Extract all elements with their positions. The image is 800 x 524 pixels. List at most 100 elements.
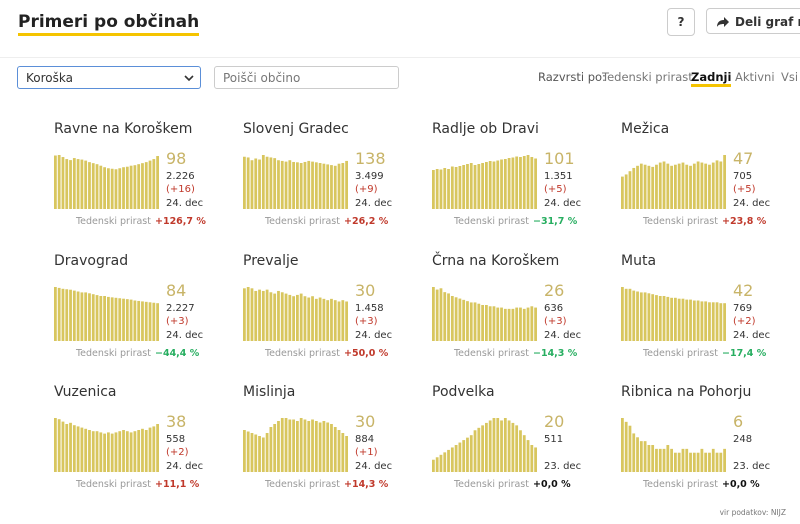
bar (261, 155, 265, 209)
search-placeholder: Poišči občino (223, 71, 301, 85)
bar (677, 298, 681, 341)
bar (723, 155, 726, 209)
bar (485, 162, 488, 209)
bar (443, 168, 447, 209)
bar (318, 297, 322, 341)
bar (681, 298, 685, 341)
date: 24. dec (166, 329, 204, 341)
bar (137, 430, 141, 472)
bar (636, 291, 639, 341)
bar (628, 171, 632, 209)
sort-option[interactable]: Vsi (781, 70, 799, 84)
bar (507, 158, 511, 209)
region-select[interactable]: Koroška (17, 66, 201, 89)
weekly-change: +50,0 % (344, 347, 389, 359)
bar (662, 295, 666, 341)
sort-option[interactable]: Aktivni (735, 70, 775, 84)
bar (269, 157, 273, 209)
bar (122, 298, 125, 341)
bar (314, 162, 318, 209)
bar (462, 299, 466, 341)
bar (110, 168, 114, 209)
bar (708, 301, 711, 341)
bar (488, 305, 492, 341)
change: (+5) (544, 184, 567, 195)
bar (723, 302, 726, 341)
last-value: 101 (544, 149, 575, 168)
bar (322, 421, 326, 472)
bar (288, 419, 292, 472)
bar (311, 161, 314, 209)
weekly-label: Tedenski prirast (75, 216, 151, 227)
bar (681, 448, 685, 472)
bar (69, 160, 72, 209)
bar (54, 286, 57, 341)
sort-label: Razvrsti po: (538, 70, 606, 84)
bar (307, 421, 311, 472)
bar (337, 163, 341, 209)
bar (488, 161, 492, 209)
bar (341, 163, 345, 209)
bar (246, 157, 250, 209)
bar (91, 431, 95, 472)
bar (265, 156, 269, 209)
bar (333, 427, 337, 472)
bar (450, 295, 454, 341)
bar (469, 435, 473, 472)
bar (674, 297, 677, 341)
bar (636, 437, 639, 472)
bar (435, 457, 439, 472)
change: (+3) (544, 315, 567, 327)
bar (466, 164, 469, 209)
date: 24. dec (166, 461, 204, 472)
weekly-label: Tedenski prirast (642, 347, 718, 359)
bar (144, 162, 148, 209)
weekly-change: −14,3 % (533, 347, 578, 359)
bar (458, 166, 462, 209)
bar (670, 448, 673, 472)
bar (103, 295, 106, 341)
bar (500, 159, 503, 209)
change: (+9) (355, 184, 378, 195)
bar (447, 292, 450, 341)
bar (95, 431, 99, 472)
date: 24. dec (544, 198, 582, 209)
bar (80, 291, 84, 341)
bar (250, 287, 254, 341)
bar (477, 164, 481, 209)
last-value: 138 (355, 149, 386, 168)
bar (91, 293, 95, 341)
bar (57, 155, 61, 209)
sparkline (54, 155, 159, 209)
bar (61, 157, 65, 209)
bar (628, 425, 632, 472)
bar (651, 166, 655, 209)
bar (326, 422, 330, 472)
bar (280, 160, 284, 209)
bar (261, 290, 265, 341)
search-input[interactable]: Poišči občino (214, 66, 399, 89)
bar (269, 291, 273, 341)
total: 705 (733, 171, 753, 182)
last-value: 98 (166, 149, 187, 168)
bar (432, 170, 435, 209)
bar (311, 419, 314, 472)
date: 24. dec (355, 198, 393, 209)
share-button[interactable]: Deli graf na (706, 8, 800, 34)
sort-option[interactable]: Tedenski prirast (602, 70, 693, 84)
bar (129, 432, 133, 472)
bar (250, 160, 254, 209)
last-value: 42 (733, 280, 754, 300)
bar (522, 308, 526, 341)
change: (+16) (166, 184, 195, 195)
municipality-name: Ribnica na Pohorju (621, 384, 752, 400)
weekly-change: −17,4 % (722, 347, 767, 359)
help-button[interactable]: ? (667, 8, 695, 36)
bar (639, 291, 643, 341)
weekly-change: +126,7 % (155, 216, 206, 227)
bar (526, 440, 530, 472)
sort-option[interactable]: Zadnji (691, 70, 732, 87)
bar (485, 422, 488, 472)
bar (114, 169, 118, 209)
